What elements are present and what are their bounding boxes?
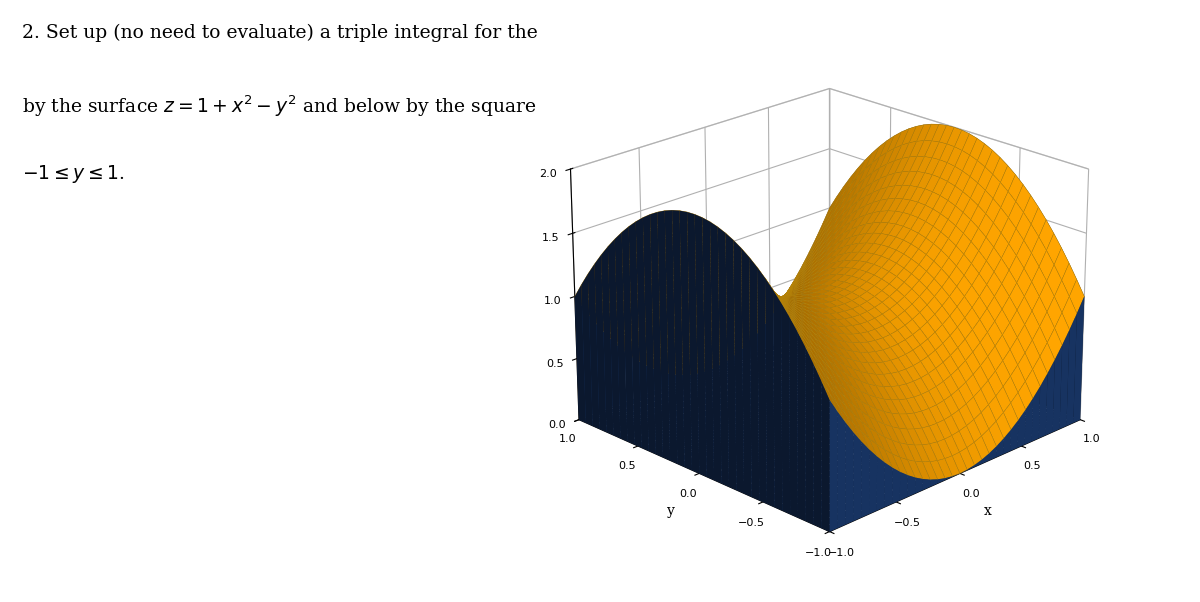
Text: 2. Set up (no need to evaluate) a triple integral for the volume of the region b: 2. Set up (no need to evaluate) a triple… [22,24,889,42]
Text: $-1 \leq y \leq 1$.: $-1 \leq y \leq 1$. [22,163,125,185]
Text: by the surface $z = 1 + x^2 - y^2$ and below by the square in the $xy$-plane $R:: by the surface $z = 1 + x^2 - y^2$ and b… [22,93,826,119]
X-axis label: x: x [984,504,992,518]
Y-axis label: y: y [667,504,676,518]
